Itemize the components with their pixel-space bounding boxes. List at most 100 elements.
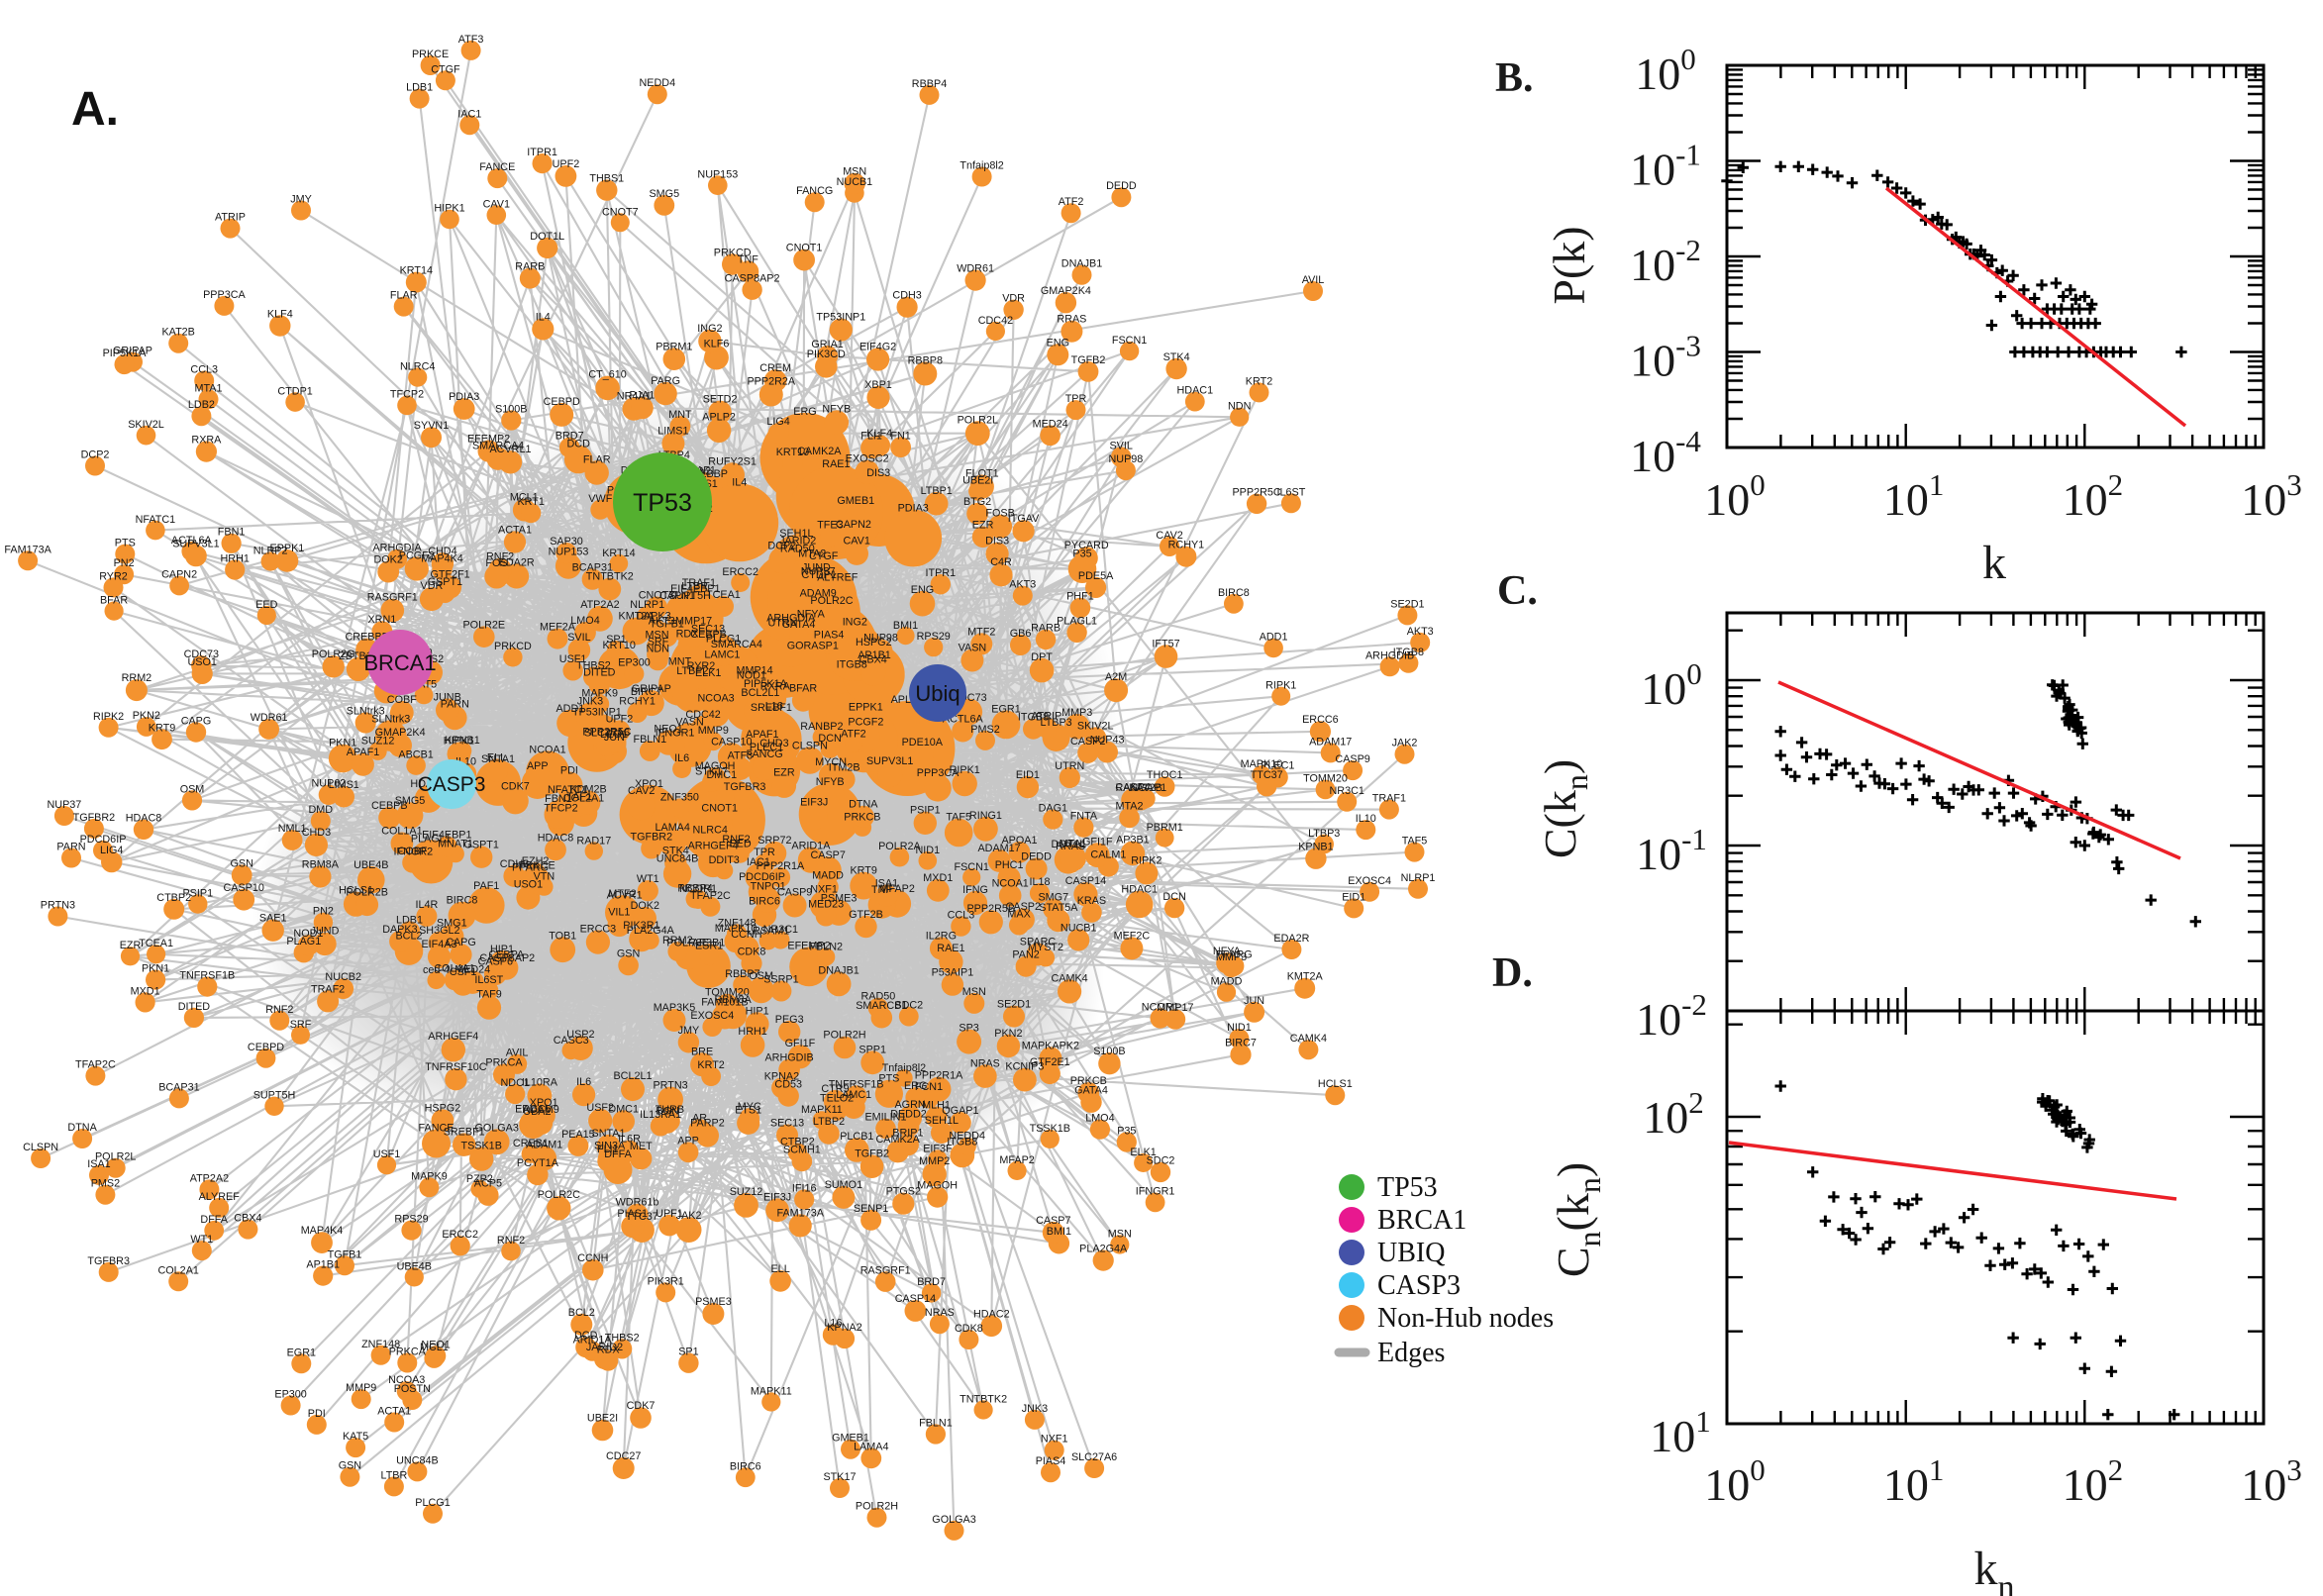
svg-text:MAP4K4: MAP4K4 bbox=[301, 1225, 344, 1237]
svg-text:PLAG1: PLAG1 bbox=[286, 936, 321, 948]
svg-text:MAPK9: MAPK9 bbox=[581, 688, 618, 700]
svg-text:JMY: JMY bbox=[290, 194, 312, 206]
svg-text:CASP14: CASP14 bbox=[1065, 875, 1106, 887]
svg-text:CAMK4: CAMK4 bbox=[1290, 1033, 1327, 1045]
svg-text:POLR2E: POLR2E bbox=[462, 619, 505, 631]
svg-text:CDK7: CDK7 bbox=[627, 1400, 656, 1412]
svg-text:DMD: DMD bbox=[309, 804, 334, 816]
svg-text:ELK1: ELK1 bbox=[1130, 1147, 1156, 1158]
svg-text:MED24: MED24 bbox=[1033, 419, 1068, 431]
svg-text:GOLGA3: GOLGA3 bbox=[474, 1122, 518, 1134]
svg-text:MMP9: MMP9 bbox=[346, 1382, 376, 1394]
svg-text:MXD1: MXD1 bbox=[923, 872, 953, 884]
svg-text:UBE2I: UBE2I bbox=[587, 1413, 618, 1425]
svg-text:HIPK1: HIPK1 bbox=[444, 736, 474, 748]
svg-text:SEH1L: SEH1L bbox=[779, 528, 813, 540]
svg-text:HSPG2: HSPG2 bbox=[856, 637, 892, 648]
svg-text:KRT14: KRT14 bbox=[400, 265, 433, 277]
svg-text:A.: A. bbox=[71, 83, 119, 136]
svg-text:MMP17: MMP17 bbox=[1157, 1002, 1193, 1014]
svg-text:PPP2R1A: PPP2R1A bbox=[757, 860, 805, 872]
svg-text:SMG7: SMG7 bbox=[1038, 892, 1068, 904]
svg-text:NID1: NID1 bbox=[1227, 1022, 1252, 1034]
svg-text:MAPKAPK2: MAPKAPK2 bbox=[1022, 1040, 1079, 1051]
svg-text:LAMC1: LAMC1 bbox=[836, 1089, 871, 1101]
svg-text:IFNGR1: IFNGR1 bbox=[1136, 1186, 1175, 1198]
svg-text:GMAP2K4: GMAP2K4 bbox=[375, 727, 426, 739]
svg-text:NLRP1: NLRP1 bbox=[630, 599, 664, 611]
svg-text:NFYA: NFYA bbox=[1213, 946, 1242, 957]
svg-text:CTDP1: CTDP1 bbox=[277, 385, 312, 397]
svg-text:EIF3J: EIF3J bbox=[800, 797, 828, 809]
svg-text:POLR2B: POLR2B bbox=[346, 886, 388, 898]
svg-text:DTNA: DTNA bbox=[67, 1122, 97, 1134]
svg-text:TNPO1: TNPO1 bbox=[751, 881, 786, 893]
svg-text:TNTBTK2: TNTBTK2 bbox=[960, 1393, 1007, 1405]
svg-text:FLI1: FLI1 bbox=[860, 430, 882, 442]
svg-text:ZNF148: ZNF148 bbox=[718, 917, 757, 929]
svg-text:RPS29: RPS29 bbox=[917, 631, 951, 643]
svg-text:NCOR1: NCOR1 bbox=[1142, 1001, 1179, 1013]
svg-text:PLCG1: PLCG1 bbox=[415, 1497, 450, 1509]
svg-text:NR4A1: NR4A1 bbox=[617, 390, 652, 402]
svg-text:PRKCA: PRKCA bbox=[485, 1057, 523, 1069]
svg-text:SVIL: SVIL bbox=[567, 632, 590, 644]
svg-text:LAMA4: LAMA4 bbox=[655, 822, 689, 834]
svg-text:PPARG: PPARG bbox=[1216, 949, 1253, 961]
svg-text:PIK3CD: PIK3CD bbox=[807, 349, 846, 360]
svg-text:RBBP4: RBBP4 bbox=[912, 78, 947, 90]
svg-text:MNAT1: MNAT1 bbox=[438, 839, 473, 850]
svg-text:PARN: PARN bbox=[56, 842, 85, 853]
svg-text:ADD1: ADD1 bbox=[1260, 632, 1288, 644]
svg-text:SKIV2L: SKIV2L bbox=[128, 419, 164, 431]
svg-text:RAD50: RAD50 bbox=[860, 991, 895, 1003]
svg-text:RING1: RING1 bbox=[969, 810, 1002, 822]
svg-text:THRB: THRB bbox=[656, 1104, 684, 1116]
svg-text:LMO4: LMO4 bbox=[1085, 1113, 1114, 1125]
svg-text:HRH1: HRH1 bbox=[220, 552, 249, 564]
svg-text:PIP5K1A: PIP5K1A bbox=[103, 348, 148, 359]
svg-text:DEDD2: DEDD2 bbox=[890, 1109, 927, 1121]
svg-text:LIMS1: LIMS1 bbox=[657, 426, 688, 438]
svg-text:NUP153: NUP153 bbox=[549, 547, 589, 558]
svg-text:FLI1: FLI1 bbox=[597, 1144, 619, 1155]
svg-text:JUND: JUND bbox=[311, 926, 340, 938]
svg-text:WT1: WT1 bbox=[637, 873, 659, 885]
svg-text:APOA1: APOA1 bbox=[1001, 835, 1037, 847]
svg-text:MADD: MADD bbox=[812, 869, 844, 881]
svg-text:DOK2: DOK2 bbox=[631, 900, 659, 912]
svg-text:MMP3: MMP3 bbox=[1216, 951, 1247, 963]
svg-text:AVIL: AVIL bbox=[506, 1047, 529, 1059]
svg-text:BIRC6: BIRC6 bbox=[730, 1460, 761, 1472]
svg-text:ced-4: ced-4 bbox=[423, 964, 450, 976]
svg-text:EID1: EID1 bbox=[1016, 769, 1040, 781]
svg-text:HCLS1: HCLS1 bbox=[339, 885, 373, 897]
svg-text:LAMA4: LAMA4 bbox=[854, 1441, 888, 1452]
svg-text:PLAGL1: PLAGL1 bbox=[411, 833, 452, 845]
svg-text:GMEB1: GMEB1 bbox=[837, 495, 874, 507]
svg-text:PBRM1: PBRM1 bbox=[656, 341, 692, 352]
svg-text:CAPN2: CAPN2 bbox=[161, 569, 197, 581]
svg-text:USF2: USF2 bbox=[586, 1102, 614, 1114]
svg-text:JMY: JMY bbox=[678, 1025, 700, 1037]
svg-text:BCL2L1: BCL2L1 bbox=[613, 1070, 652, 1082]
svg-text:EFEMP2: EFEMP2 bbox=[467, 434, 510, 446]
svg-text:LAMC1: LAMC1 bbox=[704, 649, 740, 661]
svg-text:MET: MET bbox=[630, 1141, 653, 1152]
svg-text:CALM1: CALM1 bbox=[1090, 849, 1126, 861]
svg-text:LDB1: LDB1 bbox=[396, 914, 423, 926]
svg-text:CREB1: CREB1 bbox=[513, 1138, 549, 1149]
svg-text:ACTA1: ACTA1 bbox=[498, 524, 532, 536]
svg-text:AKT3: AKT3 bbox=[1407, 626, 1434, 638]
svg-text:TNTBTK2: TNTBTK2 bbox=[586, 571, 634, 583]
svg-text:BCL2: BCL2 bbox=[395, 930, 422, 942]
svg-text:IFNGR2: IFNGR2 bbox=[394, 847, 434, 858]
svg-text:PLCB1: PLCB1 bbox=[840, 1131, 873, 1143]
svg-text:DCN: DCN bbox=[1162, 891, 1185, 903]
svg-text:DEDD: DEDD bbox=[1106, 180, 1137, 192]
svg-text:DCD: DCD bbox=[574, 1330, 598, 1342]
svg-text:SLC27A6: SLC27A6 bbox=[1071, 1451, 1117, 1463]
svg-text:GFI1F: GFI1F bbox=[1082, 836, 1113, 848]
svg-text:RRM2: RRM2 bbox=[122, 672, 152, 684]
svg-text:IL2RG: IL2RG bbox=[926, 930, 957, 942]
